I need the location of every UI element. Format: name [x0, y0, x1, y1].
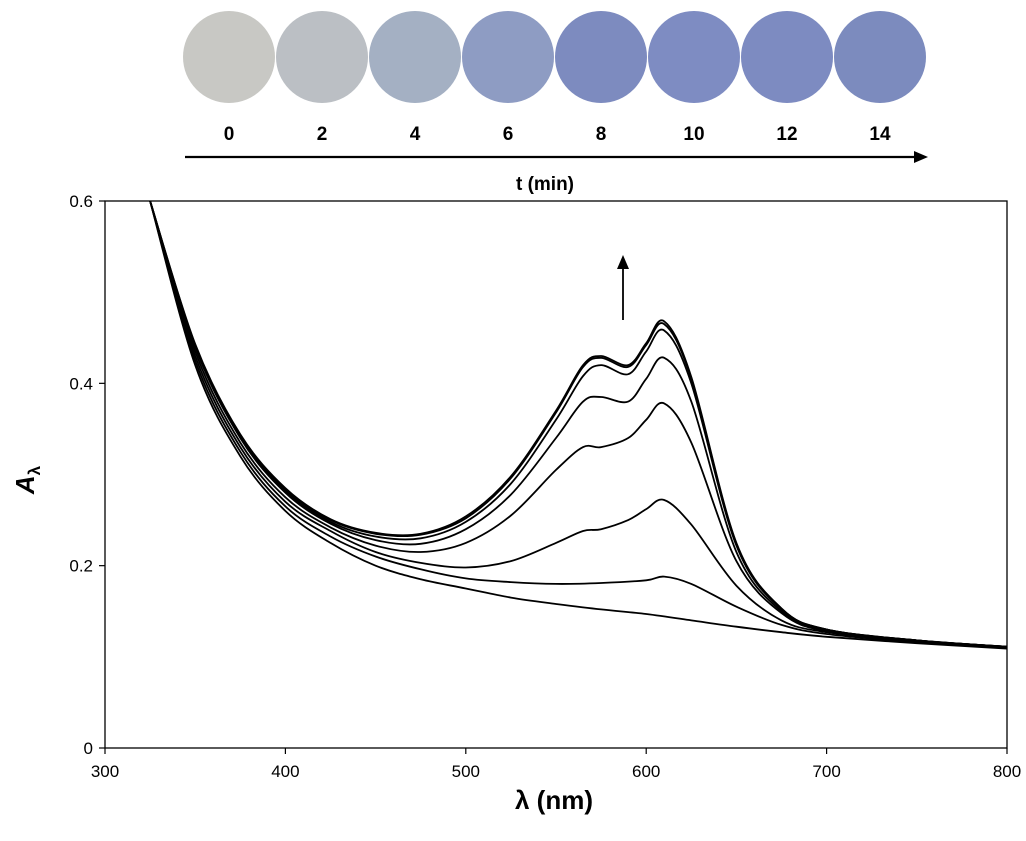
x-tick-label: 600: [632, 762, 660, 781]
y-tick-label: 0: [84, 739, 93, 758]
x-axis: 300 400 500 600 700 800: [91, 748, 1021, 781]
x-tick-label: 400: [271, 762, 299, 781]
spectrum-line: [149, 200, 1008, 648]
y-tick-label: 0.4: [69, 374, 93, 393]
x-axis-title: λ (nm): [515, 785, 593, 815]
spectrum-line: [149, 200, 1008, 648]
time-label: 12: [776, 124, 797, 145]
y-tick-label: 0.2: [69, 557, 93, 576]
time-label: 2: [317, 124, 328, 145]
time-label: 0: [224, 124, 235, 145]
plot-frame: [104, 200, 1008, 749]
spectrum-line: [149, 200, 1008, 648]
x-tick-label: 800: [993, 762, 1021, 781]
y-tick-label: 0.6: [69, 192, 93, 211]
x-tick-label: 700: [812, 762, 840, 781]
spectrum-line: [149, 200, 1008, 648]
sample-spot: [183, 11, 275, 103]
spectrum-line: [149, 200, 1008, 650]
sample-spot: [648, 11, 740, 103]
x-tick-label: 500: [452, 762, 480, 781]
y-axis-title-main: A: [10, 475, 40, 495]
time-label: 14: [869, 124, 891, 145]
sample-spot: [462, 11, 554, 103]
time-label: 10: [683, 124, 704, 145]
sample-spot: [741, 11, 833, 103]
y-axis-title-subscript: λ: [25, 465, 44, 475]
spectrum-line: [149, 200, 1008, 649]
spectra-series: [149, 200, 1008, 650]
increase-arrowhead: [617, 255, 629, 269]
y-axis-title: Aλ: [10, 465, 44, 495]
time-axis-label: t (min): [516, 174, 574, 195]
spectrum-line: [149, 200, 1008, 648]
sample-spot: [276, 11, 368, 103]
time-strip: 0 2 4 6 8 10 12 14: [183, 11, 926, 145]
time-axis-arrowhead: [914, 151, 928, 163]
time-label: 8: [596, 124, 607, 145]
time-label: 6: [503, 124, 514, 145]
sample-spot: [369, 11, 461, 103]
spectrum-line: [149, 200, 1008, 649]
sample-spot: [834, 11, 926, 103]
sample-spot: [555, 11, 647, 103]
time-label: 4: [410, 124, 421, 145]
x-tick-label: 300: [91, 762, 119, 781]
y-axis: 0 0.2 0.4 0.6: [69, 192, 105, 758]
